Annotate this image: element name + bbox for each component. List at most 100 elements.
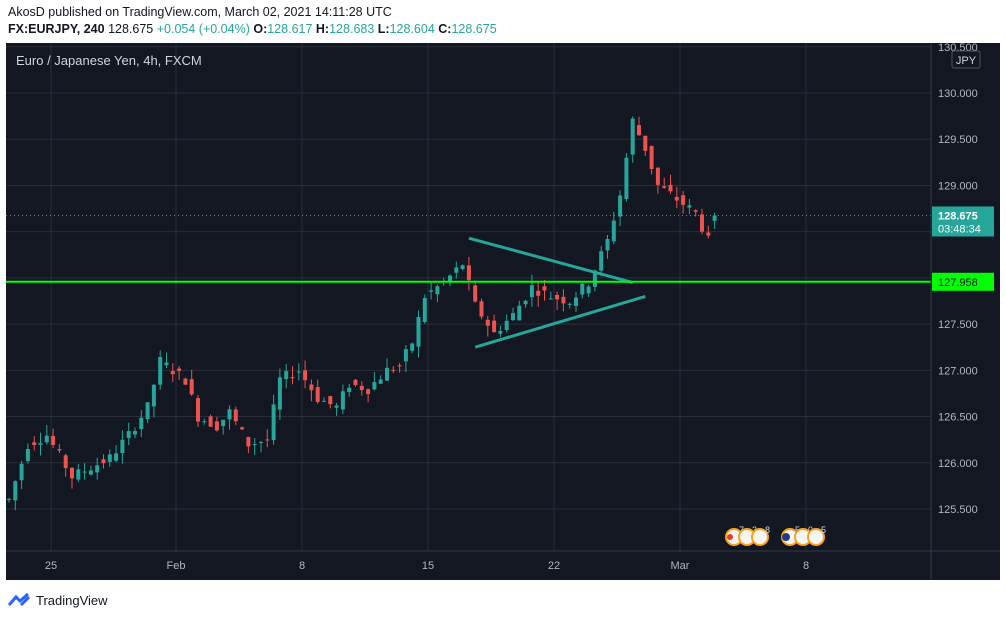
candle-body [240, 427, 245, 430]
candle-body [485, 319, 490, 326]
chart-header: AkosD published on TradingView.com, Marc… [8, 4, 998, 42]
candle-body [101, 459, 106, 464]
candle-body [170, 370, 175, 375]
y-tick-label: 125.500 [938, 504, 978, 516]
candle-body [70, 467, 74, 479]
candle-body [681, 195, 686, 205]
candle-body [529, 285, 534, 298]
candle-body [498, 331, 503, 334]
candle-body [233, 409, 238, 422]
candle-body [133, 431, 137, 435]
candle-body [586, 286, 591, 294]
candle-body [429, 290, 434, 292]
candle-body [265, 439, 270, 441]
candle-body [164, 362, 169, 366]
change-value: +0.054 (+0.04%) [156, 22, 250, 36]
candle-body [460, 265, 465, 269]
candle-body [618, 195, 623, 217]
candle-body [38, 443, 43, 445]
candle-body [309, 384, 314, 391]
publish-line: AkosD published on TradingView.com, Marc… [8, 5, 392, 19]
candle-body [51, 435, 56, 445]
candle-body [271, 404, 276, 441]
y-tick-label: 126.500 [938, 412, 978, 424]
event-marker-label: 8 [765, 525, 770, 535]
candle-body [177, 368, 182, 371]
x-tick-label: 25 [45, 560, 57, 572]
candle-body [139, 417, 144, 429]
y-tick-label: 127.000 [938, 365, 978, 377]
candle-body [82, 471, 87, 473]
candle-body [605, 239, 610, 251]
candle-body [25, 448, 30, 462]
candle-body [13, 481, 18, 501]
event-marker-label: 5 [821, 525, 826, 535]
chart-title: Euro / Japanese Yen, 4h, FXCM [16, 53, 202, 68]
candle-body [611, 220, 616, 242]
candle-body [334, 405, 339, 408]
high-value: 128.683 [329, 22, 375, 36]
x-tick-label: 22 [548, 560, 560, 572]
candle-body [151, 384, 156, 407]
countdown-label: 03:48:34 [938, 223, 981, 235]
symbol-label: FX:EURJPY, 240 [8, 22, 105, 36]
candle-body [435, 286, 440, 295]
candle-body [221, 419, 226, 427]
candle-body [76, 469, 81, 480]
candle-body [662, 186, 667, 188]
candle-body [196, 398, 200, 422]
candle-body [454, 267, 459, 273]
candle-body [328, 396, 333, 405]
price-chart[interactable]: 738505 125.500126.000126.500127.000127.5… [6, 43, 1000, 580]
candle-body [624, 157, 629, 200]
ohlc-line: FX:EURJPY, 240 128.675 +0.054 (+0.04%) O… [8, 21, 998, 38]
y-tick-label: 127.500 [938, 319, 978, 331]
low-value: 128.604 [389, 22, 435, 36]
candle-body [227, 409, 232, 420]
candle-body [668, 184, 673, 192]
low-label: L: [377, 22, 390, 36]
trendline-upper [468, 236, 634, 284]
y-tick-label: 130.000 [938, 88, 978, 100]
candle-body [523, 300, 528, 305]
candle-body [303, 370, 308, 381]
candle-body [473, 285, 478, 302]
candle-body [630, 118, 635, 155]
candle-body [366, 389, 371, 395]
candle-body [7, 499, 11, 501]
candle-body [145, 402, 150, 420]
candle-body [277, 377, 282, 410]
candle-body [655, 167, 660, 185]
candle-body [416, 317, 421, 347]
candle-body [32, 442, 37, 446]
candle-body [214, 421, 219, 431]
x-tick-label: 8 [299, 560, 305, 572]
trendline-lower [474, 294, 646, 349]
candle-body [107, 454, 112, 462]
currency-label: JPY [956, 55, 977, 67]
candle-body [391, 369, 396, 371]
candle-body [637, 125, 641, 136]
candle-body [555, 294, 560, 300]
candle-body [120, 439, 125, 453]
close-value: 128.675 [451, 22, 497, 36]
candle-body [536, 290, 541, 296]
candle-body [511, 313, 515, 321]
open-label: O: [253, 22, 268, 36]
candle-body [517, 305, 522, 321]
candle-body [479, 301, 484, 317]
candle-body [158, 356, 163, 385]
candle-body [687, 205, 692, 208]
candle-body [599, 251, 604, 271]
candle-body [296, 371, 301, 373]
candle-body [322, 400, 326, 402]
horizontal-line-price-label: 127.958 [938, 277, 978, 289]
candle-body [290, 377, 295, 379]
candle-body [347, 387, 352, 393]
candle-body [359, 385, 364, 391]
event-flag-icon [727, 534, 733, 540]
candle-body [95, 465, 100, 473]
candle-body [252, 444, 257, 446]
candle-body [202, 421, 207, 423]
x-tick-label: Mar [671, 560, 690, 572]
